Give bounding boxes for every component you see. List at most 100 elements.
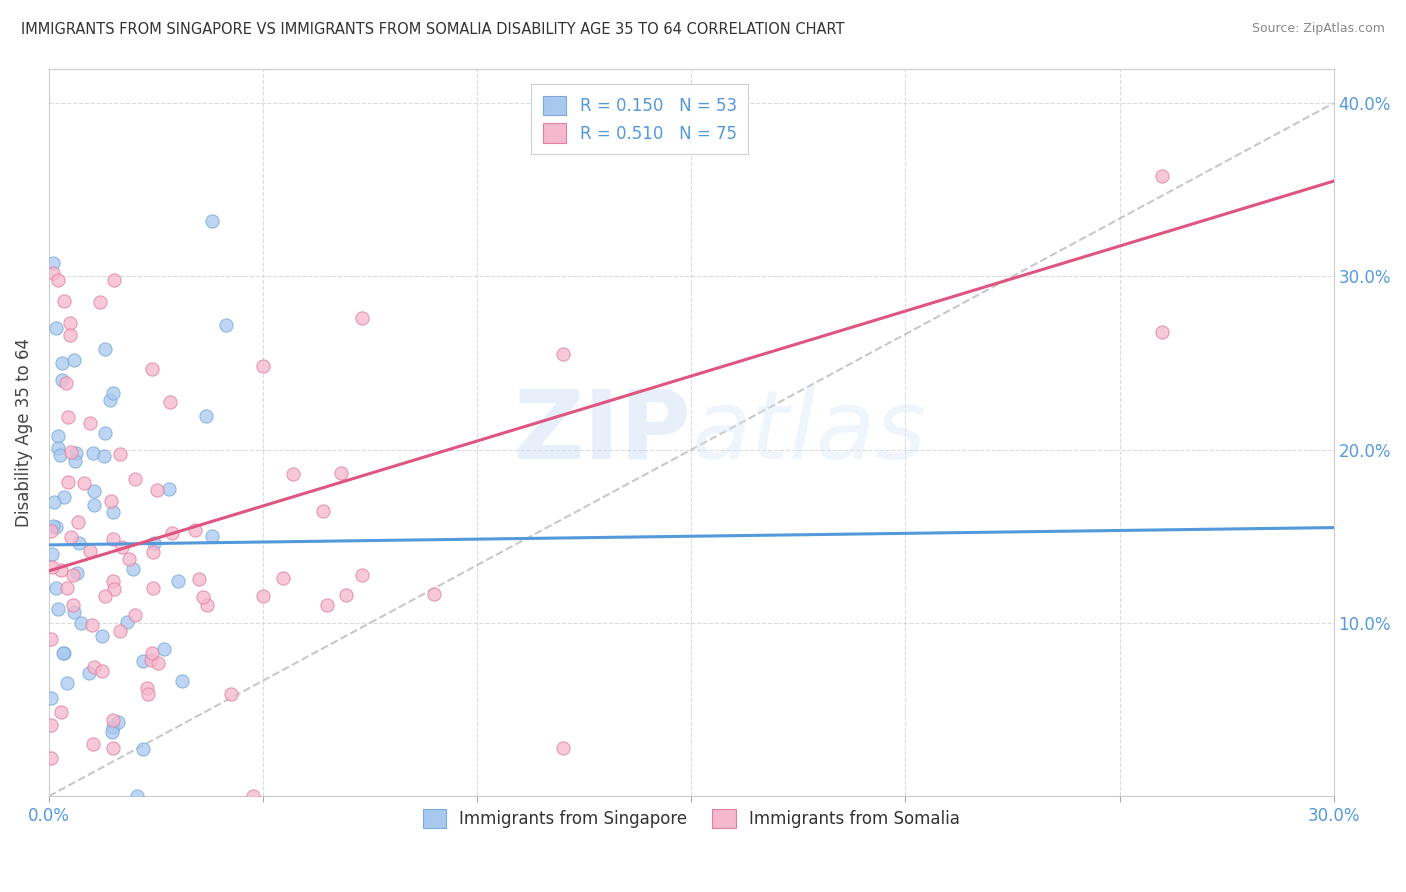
Point [62,598,84,612]
Point [108,447,131,461]
Point [108,624,131,639]
Point [252,589,274,603]
Point [187,572,209,586]
Point [141,361,163,376]
Point [219,687,242,701]
Point [316,599,339,613]
Point [65,454,87,468]
Point [252,359,274,374]
Point [118,551,141,566]
Point [157,482,180,496]
Point [55,676,77,690]
Point [52,646,75,660]
Point [103,713,125,727]
Point [101,725,124,739]
Point [77,665,100,680]
Point [111,541,134,555]
Point [83,660,105,674]
Point [93,449,115,463]
Point [145,483,167,497]
Point [160,526,183,541]
Point [423,587,446,601]
Point [139,653,162,667]
Point [124,607,146,622]
Point [45,520,67,534]
Point [39,718,62,732]
Point [49,705,72,719]
Point [124,472,146,486]
Point [350,568,373,582]
Point [121,562,143,576]
Point [350,310,373,325]
Point [153,642,176,657]
Point [115,615,138,629]
Point [79,543,101,558]
Point [94,342,117,356]
Point [67,536,90,550]
Point [42,519,65,533]
Point [1152,169,1174,183]
Point [59,444,82,458]
Point [193,590,215,604]
Point [89,295,111,310]
Point [39,751,62,765]
Point [146,656,169,670]
Point [63,605,86,619]
Point [312,504,335,518]
Point [53,293,76,308]
Point [100,494,122,508]
Point [136,687,159,701]
Point [271,572,294,586]
Point [59,316,82,330]
Point [1152,325,1174,339]
Point [46,273,69,287]
Y-axis label: Disability Age 35 to 64: Disability Age 35 to 64 [15,338,32,527]
Point [93,590,115,604]
Point [195,598,218,612]
Point [56,410,79,425]
Point [55,376,77,390]
Point [41,547,63,561]
Text: atlas: atlas [692,386,927,479]
Point [42,255,65,269]
Point [94,426,117,441]
Point [63,352,86,367]
Point [46,429,69,443]
Point [39,524,62,538]
Point [51,563,73,577]
Point [90,664,112,678]
Point [42,266,65,280]
Text: ZIP: ZIP [513,386,692,479]
Point [83,498,105,512]
Point [101,574,124,588]
Point [170,673,193,688]
Point [67,515,90,529]
Point [73,475,96,490]
Legend: Immigrants from Singapore, Immigrants from Somalia: Immigrants from Singapore, Immigrants fr… [416,803,967,835]
Point [69,615,91,630]
Point [66,566,89,580]
Point [103,740,125,755]
Point [49,448,72,462]
Point [51,356,73,370]
Point [45,581,67,595]
Point [132,742,155,756]
Point [82,446,104,460]
Point [82,737,104,751]
Point [41,559,63,574]
Point [167,574,190,589]
Point [142,544,165,558]
Point [59,327,82,342]
Point [82,618,104,632]
Point [46,441,69,455]
Point [215,318,238,333]
Point [184,523,207,537]
Point [551,347,574,361]
Point [51,373,73,387]
Point [56,475,79,489]
Point [39,632,62,646]
Point [141,646,163,660]
Point [103,720,125,734]
Point [45,321,67,335]
Point [79,417,101,431]
